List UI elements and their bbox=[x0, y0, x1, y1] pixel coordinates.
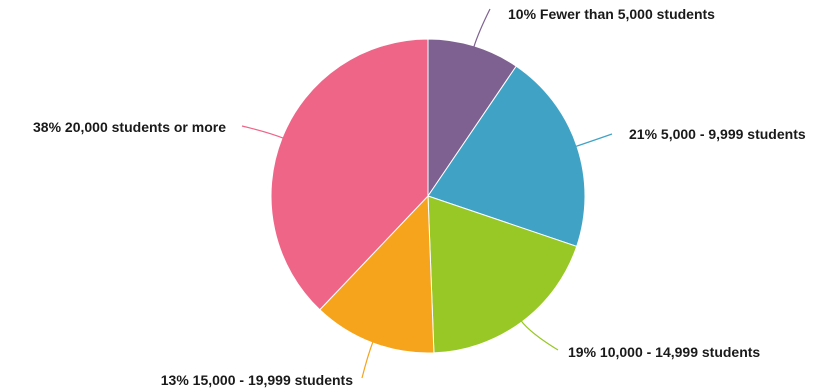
leader-lines bbox=[241, 8, 613, 379]
slice-label-1: 10% Fewer than 5,000 students bbox=[508, 6, 715, 22]
slice-labels: 10% Fewer than 5,000 students 21% 5,000 -… bbox=[33, 6, 806, 388]
slice-label-2: 21% 5,000 - 9,999 students bbox=[629, 126, 806, 142]
leader-line-5 bbox=[241, 125, 285, 140]
slice-label-4: 13% 15,000 - 19,999 students bbox=[161, 372, 353, 388]
slice-label-3: 19% 10,000 - 14,999 students bbox=[568, 344, 760, 360]
slice-label-5: 38% 20,000 students or more bbox=[33, 119, 226, 135]
leader-line-4 bbox=[361, 340, 374, 379]
leader-line-1 bbox=[473, 8, 491, 49]
pie-slices bbox=[270, 38, 586, 354]
leader-line-2 bbox=[574, 133, 613, 148]
leader-line-3 bbox=[520, 319, 559, 351]
